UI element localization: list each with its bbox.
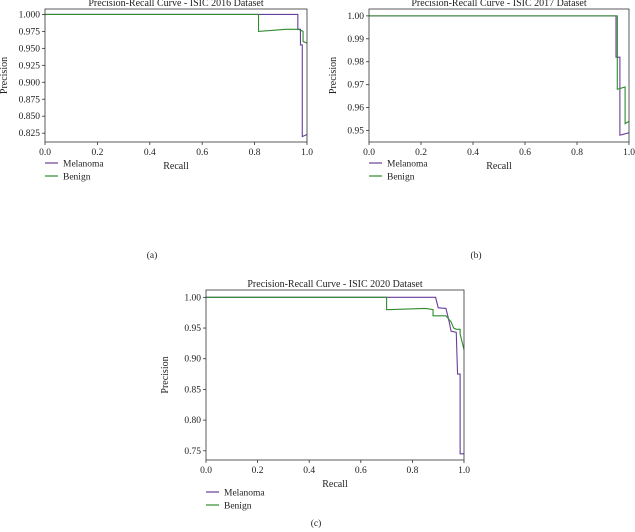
- series-line-benign: [369, 15, 629, 125]
- y-tick-label: 0.825: [19, 129, 41, 139]
- y-tick-label: 0.97: [347, 81, 364, 91]
- y-tick-label: 0.80: [184, 416, 201, 426]
- y-tick-label: 1.00: [347, 12, 364, 22]
- x-tick-label: 0.2: [252, 466, 264, 476]
- legend-label-benign: Benign: [387, 173, 415, 183]
- chart-panel-c: Precision-Recall Curve - ISIC 2020 Datas…: [160, 279, 470, 529]
- legend-label-benign: Benign: [224, 502, 252, 512]
- y-tick-label: 0.975: [19, 27, 41, 37]
- plot-area: [44, 8, 308, 143]
- legend-label-melanoma: Melanoma: [63, 160, 104, 170]
- series-line-benign: [45, 13, 307, 44]
- chart-panel-a: Precision-Recall Curve - ISIC 2016 Datas…: [0, 0, 313, 261]
- x-tick-label: 0.6: [196, 148, 208, 158]
- x-tick-label: 1.0: [301, 148, 313, 158]
- y-tick-label: 0.925: [19, 61, 41, 71]
- y-tick-label: 0.75: [184, 447, 201, 457]
- y-tick-label: 1.00: [184, 293, 201, 303]
- x-axis-label: Recall: [322, 479, 348, 490]
- series-line-melanoma: [45, 13, 307, 138]
- legend-label-benign: Benign: [63, 173, 91, 183]
- x-axis-label: Recall: [486, 161, 512, 172]
- x-tick-label: 0.6: [519, 148, 531, 158]
- y-tick-label: 0.85: [184, 385, 201, 395]
- chart-title: Precision-Recall Curve - ISIC 2016 Datas…: [88, 0, 263, 9]
- y-tick-label: 0.96: [347, 104, 364, 114]
- y-tick-label: 0.875: [19, 95, 41, 105]
- x-tick-label: 0.8: [571, 148, 583, 158]
- panel-caption: (c): [311, 518, 322, 529]
- x-tick-label: 0.0: [200, 466, 212, 476]
- x-tick-label: 0.0: [39, 148, 51, 158]
- series-line-melanoma: [206, 296, 464, 455]
- x-tick-label: 0.4: [303, 466, 315, 476]
- x-tick-label: 0.0: [363, 148, 375, 158]
- y-tick-label: 0.950: [19, 44, 41, 54]
- x-tick-label: 0.6: [355, 466, 367, 476]
- plot-area: [368, 8, 630, 143]
- y-axis-label: Precision: [328, 57, 339, 94]
- x-tick-label: 0.2: [91, 148, 103, 158]
- y-tick-label: 0.98: [347, 58, 364, 68]
- panel-caption: (b): [470, 250, 481, 261]
- y-tick-label: 0.850: [19, 112, 41, 122]
- y-axis-label: Precision: [0, 57, 10, 94]
- y-tick-label: 0.900: [19, 78, 41, 88]
- y-tick-label: 0.99: [347, 35, 364, 45]
- panel-caption: (a): [147, 250, 158, 261]
- y-tick-label: 0.95: [347, 127, 364, 137]
- chart-panel-b: Precision-Recall Curve - ISIC 2017 Datas…: [328, 0, 635, 261]
- chart-title: Precision-Recall Curve - ISIC 2017 Datas…: [411, 0, 586, 9]
- x-tick-label: 1.0: [458, 466, 470, 476]
- x-axis-label: Recall: [163, 161, 189, 172]
- chart-title: Precision-Recall Curve - ISIC 2020 Datas…: [247, 279, 422, 290]
- y-tick-label: 1.000: [19, 10, 41, 20]
- y-tick-label: 0.90: [184, 355, 201, 365]
- x-tick-label: 1.0: [623, 148, 635, 158]
- series-line-benign: [206, 296, 464, 350]
- x-tick-label: 0.4: [144, 148, 156, 158]
- plot-area: [205, 289, 465, 461]
- x-tick-label: 0.8: [406, 466, 418, 476]
- x-tick-label: 0.8: [249, 148, 261, 158]
- legend-label-melanoma: Melanoma: [387, 160, 428, 170]
- x-tick-label: 0.4: [467, 148, 479, 158]
- series-line-melanoma: [369, 15, 629, 136]
- x-tick-label: 0.2: [415, 148, 427, 158]
- legend-label-melanoma: Melanoma: [224, 489, 265, 499]
- y-tick-label: 0.95: [184, 324, 201, 334]
- y-axis-label: Precision: [160, 356, 171, 393]
